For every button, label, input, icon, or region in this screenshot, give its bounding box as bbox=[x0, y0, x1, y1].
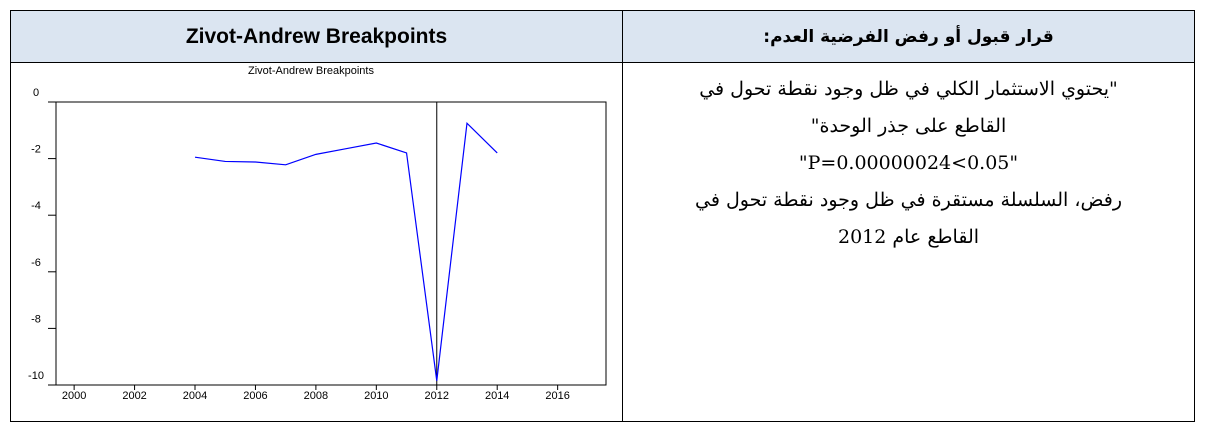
x-tick-label: 2010 bbox=[364, 390, 388, 402]
plot-frame bbox=[55, 101, 607, 386]
chart: Zivot-Andrew Breakpoints 0 -2 -4 -6 -8 -10 200… bbox=[28, 65, 607, 402]
y-tick-label: -4 bbox=[31, 200, 41, 212]
y-tick-label: -2 bbox=[31, 144, 41, 156]
header-right: قرار قبول أو رفض الفرضية العدم: bbox=[622, 10, 1195, 63]
x-tick-label: 2006 bbox=[243, 390, 267, 402]
page: Zivot-Andrew Breakpoints قرار قبول أو رف… bbox=[10, 10, 1195, 422]
text-line: القاطع عام 2012 bbox=[837, 226, 980, 248]
chart-cell: Zivot-Andrew Breakpoints 0 -2 -4 -6 -8 -10 200… bbox=[10, 62, 623, 422]
x-tick-label: 2012 bbox=[425, 390, 449, 402]
y-tick-label: -10 bbox=[28, 370, 44, 382]
y-tick-label: 0 bbox=[33, 87, 39, 99]
x-tick-label: 2002 bbox=[122, 390, 146, 402]
y-tick-label: -6 bbox=[31, 257, 41, 269]
x-tick-label: 2014 bbox=[485, 390, 509, 402]
x-tick-label: 2004 bbox=[183, 390, 207, 402]
chart-title: Zivot-Andrew Breakpoints bbox=[248, 65, 374, 77]
y-tick-label: -8 bbox=[31, 313, 41, 325]
text-line: "P=0.00000024<0.05" bbox=[798, 152, 1019, 174]
x-tick-label: 2016 bbox=[545, 390, 569, 402]
body-right: "يحتوي الاستثمار الكلي في ظل وجود نقطة ت… bbox=[622, 62, 1195, 422]
text-line: القاطع على جذر الوحدة" bbox=[810, 115, 1007, 137]
x-tick-label: 2000 bbox=[62, 390, 86, 402]
text-line: رفض، السلسلة مستقرة في ظل وجود نقطة تحول… bbox=[694, 189, 1123, 211]
header-left: Zivot-Andrew Breakpoints bbox=[10, 10, 623, 63]
text-line: "يحتوي الاستثمار الكلي في ظل وجود نقطة ت… bbox=[699, 78, 1118, 100]
x-tick-label: 2008 bbox=[304, 390, 328, 402]
series-line bbox=[194, 121, 498, 381]
